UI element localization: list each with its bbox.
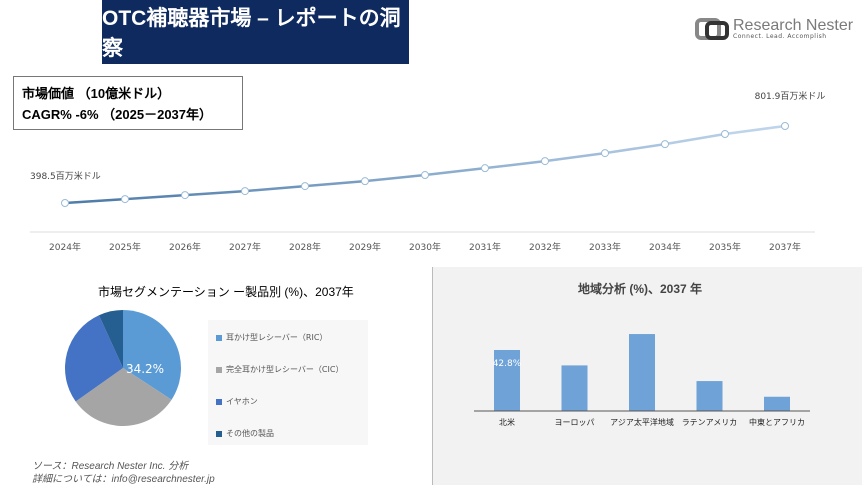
data-point [421, 171, 429, 180]
x-tick-label: 2027年 [229, 241, 261, 253]
legend-label: その他の製品 [226, 429, 274, 438]
x-tick-label: 2025年 [109, 241, 141, 253]
x-tick-label: 2031年 [469, 241, 501, 253]
pie-slice [123, 310, 181, 400]
legend-swatch [216, 334, 222, 341]
line-segment [124, 193, 186, 201]
bar [764, 396, 790, 411]
logo-name: Research Nester [733, 16, 854, 34]
line-segment [244, 184, 306, 193]
market-value-label: 市場価値 （10億米ドル） [22, 86, 171, 101]
pie-slice [98, 310, 123, 368]
pie-title: 市場セグメンテーション ー製品別 (%)、2037年 [98, 285, 354, 299]
bar-chart: 北米 ヨーロッパ アジア太平洋地域 ラテンアメリカ 中東とアフリカ 42.8% [474, 334, 810, 427]
page-title: OTC補聴器市場 – レポートの洞察 [102, 0, 409, 64]
data-point [661, 140, 669, 149]
x-tick-label: 北米 [499, 417, 515, 427]
line-segment [664, 132, 726, 146]
pie-chart: 34.2% [65, 310, 181, 426]
data-point [601, 149, 609, 158]
line-segment [424, 166, 486, 177]
source-note: ソース：Research Nester Inc. 分析 [32, 461, 189, 472]
bar-title: 地域分析 (%)、2037 年 [578, 282, 703, 296]
data-point [481, 164, 489, 173]
line-segment [724, 124, 786, 136]
bar-data-label: 42.8% [493, 359, 522, 369]
line-segment [604, 142, 666, 155]
first-value-label: 398.5百万米ドル [30, 170, 101, 182]
data-point [241, 187, 249, 196]
x-tick-label: 2028年 [289, 241, 321, 253]
legend-item: イヤホン [216, 396, 258, 407]
info-box: 市場価値 （10億米ドル） CAGR% -6% （2025－2037年） [13, 76, 243, 130]
x-tick-label: ラテンアメリカ [682, 418, 738, 427]
line-segment [64, 197, 126, 205]
line-segment [304, 179, 366, 188]
data-point [361, 177, 369, 186]
line-segment [544, 151, 606, 163]
bar [561, 365, 588, 411]
line-segment [364, 173, 426, 183]
x-tick-label: アジア太平洋地域 [610, 417, 674, 427]
cagr-label: CAGR% -6% （2025－2037年） [22, 107, 213, 122]
x-tick-label: 2032年 [529, 241, 561, 253]
pie-legend: 耳かけ型レシーバー（RIC） 完全耳かけ型レシーバー（CIC） イヤホンその他の製品 [208, 320, 368, 445]
x-tick-label: 2026年 [169, 241, 201, 253]
data-point [61, 199, 69, 207]
legend-item: その他の製品 [216, 428, 274, 439]
legend-swatch [216, 398, 222, 405]
x-tick-label: 2029年 [349, 241, 381, 253]
bar [494, 350, 520, 411]
pie-slice [75, 368, 172, 426]
data-point [541, 157, 549, 166]
x-tick-label: 2034年 [649, 241, 681, 253]
x-tick-label: 2024年 [49, 241, 81, 253]
legend-swatch [216, 366, 222, 373]
data-point [781, 122, 789, 130]
data-point [301, 182, 309, 191]
data-point [721, 129, 729, 138]
bar [629, 334, 655, 411]
bar [696, 381, 723, 411]
legend-label: イヤホン [226, 397, 258, 406]
line-chart: 2024年 2025年 2026年 2027年 2028年 2029年 2030年 2031年… [30, 90, 826, 253]
contact-note: 詳細については：info@researchnester.jp [32, 474, 215, 485]
logo: Research Nester Connect. Lead. Accomplis… [695, 17, 853, 41]
pie-slice [65, 315, 123, 402]
legend-item: 耳かけ型レシーバー（RIC） [216, 332, 327, 343]
x-tick-label: ヨーロッパ [555, 418, 595, 427]
pie-data-label: 34.2% [126, 362, 164, 376]
x-tick-label: 2033年 [589, 241, 621, 253]
legend-swatch [216, 430, 222, 437]
x-tick-label: 2030年 [409, 241, 441, 253]
legend-item: 完全耳かけ型レシーバー（CIC） [216, 364, 343, 375]
line-segment [184, 189, 246, 197]
line-segment [484, 159, 546, 170]
x-tick-label: 2037年 [769, 241, 801, 253]
data-point [121, 195, 129, 204]
x-tick-label: 中東とアフリカ [749, 417, 805, 427]
legend-label: 耳かけ型レシーバー（RIC） [226, 333, 328, 342]
x-tick-label: 2035年 [709, 241, 741, 253]
data-point [181, 191, 189, 200]
logo-icon [695, 18, 729, 40]
logo-tagline: Connect. Lead. Accomplish [733, 32, 827, 40]
last-value-label: 801.9百万米ドル [755, 90, 826, 102]
legend-label: 完全耳かけ型レシーバー（CIC） [226, 365, 344, 374]
